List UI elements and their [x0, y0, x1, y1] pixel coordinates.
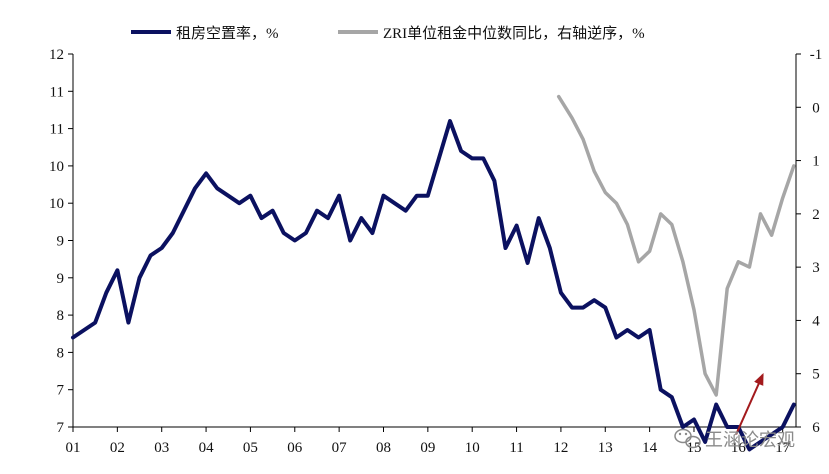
x-tick-label: 09: [420, 440, 435, 456]
x-tick-label: 05: [243, 440, 258, 456]
y-right-tick-label: 1: [812, 154, 820, 170]
x-tick-label: 07: [332, 440, 348, 456]
y-left-tick-label: 10: [49, 159, 64, 175]
legend-label-vacancy: 租房空置率，%: [176, 25, 279, 42]
series-line-vacancy: [71, 119, 796, 452]
x-tick-label: 06: [287, 440, 303, 456]
x-tick-label: 16: [731, 440, 747, 456]
y-left-tick-label: 7: [57, 420, 65, 436]
x-tick-label: 10: [465, 440, 480, 456]
legend: 租房空置率，% ZRI单位租金中位数同比，右轴逆序，%: [131, 25, 645, 42]
series-layer: [71, 94, 796, 452]
legend-label-zri: ZRI单位租金中位数同比，右轴逆序，%: [383, 25, 645, 42]
axes: [72, 54, 797, 428]
y-right-tick-label: 6: [812, 420, 820, 436]
y-left-tick-label: 7: [57, 383, 65, 399]
annotation-layer: [735, 372, 764, 435]
x-tick-label: 17: [775, 440, 791, 456]
x-tick-label: 04: [199, 440, 215, 456]
x-tick-label: 08: [376, 440, 391, 456]
y-left-tick-label: 9: [57, 271, 65, 287]
y-axis-right-ticks: -1 0 1 2 3 4 5 6: [796, 47, 822, 436]
y-right-tick-label: -1: [810, 47, 823, 63]
y-left-tick-label: 11: [50, 84, 64, 100]
y-left-tick-label: 10: [49, 196, 64, 212]
x-tick-label: 03: [154, 440, 169, 456]
y-right-tick-label: 2: [812, 207, 820, 223]
watermark-text: 王涵论宏观: [705, 430, 795, 451]
y-left-tick-label: 12: [49, 47, 64, 63]
y-left-tick-label: 8: [57, 308, 65, 324]
y-left-tick-label: 9: [57, 234, 65, 250]
x-tick-label: 13: [598, 440, 613, 456]
y-right-tick-label: 0: [812, 100, 820, 116]
x-tick-label: 11: [509, 440, 523, 456]
y-right-tick-label: 3: [812, 260, 820, 276]
watermark: 王涵论宏观: [674, 428, 795, 451]
y-left-tick-label: 8: [57, 345, 65, 361]
x-tick-label: 01: [66, 440, 81, 456]
x-tick-label: 02: [110, 440, 125, 456]
y-left-tick-label: 11: [50, 122, 64, 138]
trend-arrow: [735, 372, 764, 435]
x-tick-label: 14: [642, 440, 658, 456]
series-line-zri: [556, 94, 796, 397]
y-right-tick-label: 4: [812, 313, 820, 329]
x-tick-label: 12: [553, 440, 568, 456]
y-right-tick-label: 5: [812, 367, 820, 383]
x-axis-ticks: 01 02 03 04 05 06 07 08 09 10 11 12 13 14 15 16 17: [66, 427, 791, 456]
wechat-icon: [674, 428, 701, 449]
y-axis-left-ticks: 12 11 11 10 10 9 9 8 8 7 7: [49, 47, 73, 436]
